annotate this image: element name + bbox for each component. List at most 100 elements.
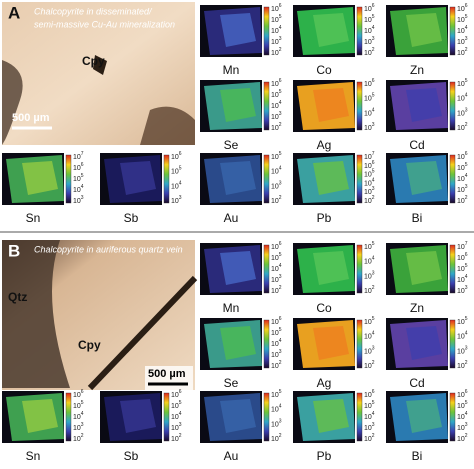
color-bar-tick-label: 105 (457, 400, 468, 410)
color-bar-tick-label: 103 (457, 285, 468, 295)
tick-exponent: 5 (465, 400, 468, 406)
color-bar-tick-label: 104 (73, 411, 84, 421)
tick-exponent: 4 (179, 411, 182, 417)
color-bar-tick-label: 105 (271, 389, 282, 399)
tick-base: 10 (73, 392, 81, 399)
tick-exponent: 5 (81, 400, 84, 406)
color-bar-tick-label: 105 (457, 263, 468, 273)
tick-base: 10 (364, 244, 372, 251)
color-bar-tick-label: 106 (364, 160, 375, 170)
tick-base: 10 (457, 81, 465, 88)
tick-exponent: 3 (372, 422, 375, 428)
tick-exponent: 7 (465, 241, 468, 247)
tick-exponent: 6 (372, 389, 375, 395)
mapped-detail (406, 326, 442, 360)
tick-base: 10 (271, 125, 279, 132)
color-bar-tick-label: 103 (457, 36, 468, 46)
tick-exponent: 2 (465, 195, 468, 201)
color-bar-tick-label: 104 (457, 93, 468, 103)
element-label: Sb (124, 449, 139, 463)
tick-exponent: 3 (279, 419, 282, 425)
tick-exponent: 2 (372, 47, 375, 53)
color-bar-tick-label: 102 (457, 360, 468, 370)
tick-base: 10 (73, 154, 81, 161)
element-label: Au (224, 449, 239, 463)
tick-base: 10 (364, 81, 372, 88)
mapped-detail (406, 161, 442, 195)
tick-exponent: 5 (279, 14, 282, 20)
tick-exponent: 7 (81, 151, 84, 157)
mapped-detail (220, 399, 256, 433)
color-bar-tick-label: 103 (271, 181, 282, 191)
tick-exponent: 4 (465, 331, 468, 337)
tick-base: 10 (73, 425, 81, 432)
tick-exponent: 6 (279, 316, 282, 322)
caption: Chalcopyrite in disseminated/ (34, 6, 153, 16)
color-bar-tick-label: 102 (171, 433, 182, 443)
color-bar-tick-label: 105 (457, 14, 468, 24)
tick-base: 10 (73, 187, 81, 194)
tick-base: 10 (271, 50, 279, 57)
tick-exponent: 2 (81, 433, 84, 439)
color-bar-tick-label: 102 (457, 433, 468, 443)
color-bar-tick-label: 105 (457, 162, 468, 172)
color-bar-tick-label: 104 (73, 184, 84, 194)
tick-base: 10 (271, 392, 279, 399)
tick-exponent: 6 (465, 389, 468, 395)
tick-exponent: 6 (279, 241, 282, 247)
mapped-detail (313, 161, 349, 195)
tick-base: 10 (271, 255, 279, 262)
tick-base: 10 (364, 189, 372, 196)
tick-exponent: 4 (465, 173, 468, 179)
mapped-detail (220, 13, 256, 47)
tick-base: 10 (364, 319, 372, 326)
color-bar-tick-label: 105 (171, 166, 182, 176)
tick-exponent: 6 (465, 252, 468, 258)
tick-exponent: 6 (465, 3, 468, 9)
panel-letter: A (8, 3, 20, 22)
color-bar-tick-label: 103 (364, 122, 375, 132)
tick-exponent: 5 (179, 166, 182, 172)
tick-exponent: 4 (279, 25, 282, 31)
mapped-detail (406, 13, 442, 47)
tick-base: 10 (271, 363, 279, 370)
color-bar-tick-label: 103 (457, 184, 468, 194)
color-bar (65, 392, 72, 442)
color-bar-tick-label: 104 (271, 263, 282, 273)
tick-exponent: 2 (465, 360, 468, 366)
tick-base: 10 (364, 163, 372, 170)
tick-exponent: 4 (279, 166, 282, 172)
element-label: Bi (412, 211, 423, 225)
tick-exponent: 3 (465, 422, 468, 428)
mapped-detail (313, 326, 349, 360)
tick-exponent: 2 (465, 122, 468, 128)
tick-base: 10 (171, 436, 179, 443)
tick-base: 10 (457, 17, 465, 24)
tick-exponent: 2 (279, 360, 282, 366)
color-bar (65, 154, 72, 204)
color-bar-tick-label: 103 (364, 346, 375, 356)
color-bar-tick-label: 103 (171, 422, 182, 432)
color-bar (356, 392, 363, 442)
tick-base: 10 (271, 39, 279, 46)
color-bar-tick-label: 102 (271, 195, 282, 205)
element-label: Cd (409, 376, 424, 390)
element-label: Zn (410, 63, 424, 77)
tick-exponent: 5 (465, 162, 468, 168)
tick-exponent: 4 (279, 404, 282, 410)
tick-base: 10 (457, 288, 465, 295)
tick-exponent: 2 (179, 433, 182, 439)
tick-base: 10 (171, 403, 179, 410)
color-bar-tick-label: 103 (271, 111, 282, 121)
color-bar (449, 244, 456, 294)
color-bar-tick-label: 105 (457, 316, 468, 326)
tick-base: 10 (73, 176, 81, 183)
element-label: Sn (26, 449, 41, 463)
tick-exponent: 4 (372, 331, 375, 337)
tick-base: 10 (457, 403, 465, 410)
tick-base: 10 (457, 6, 465, 13)
caption: semi-massive Cu-Au mineralization (34, 19, 175, 29)
tick-exponent: 2 (465, 47, 468, 53)
color-bar (163, 154, 170, 204)
tick-exponent: 4 (465, 274, 468, 280)
